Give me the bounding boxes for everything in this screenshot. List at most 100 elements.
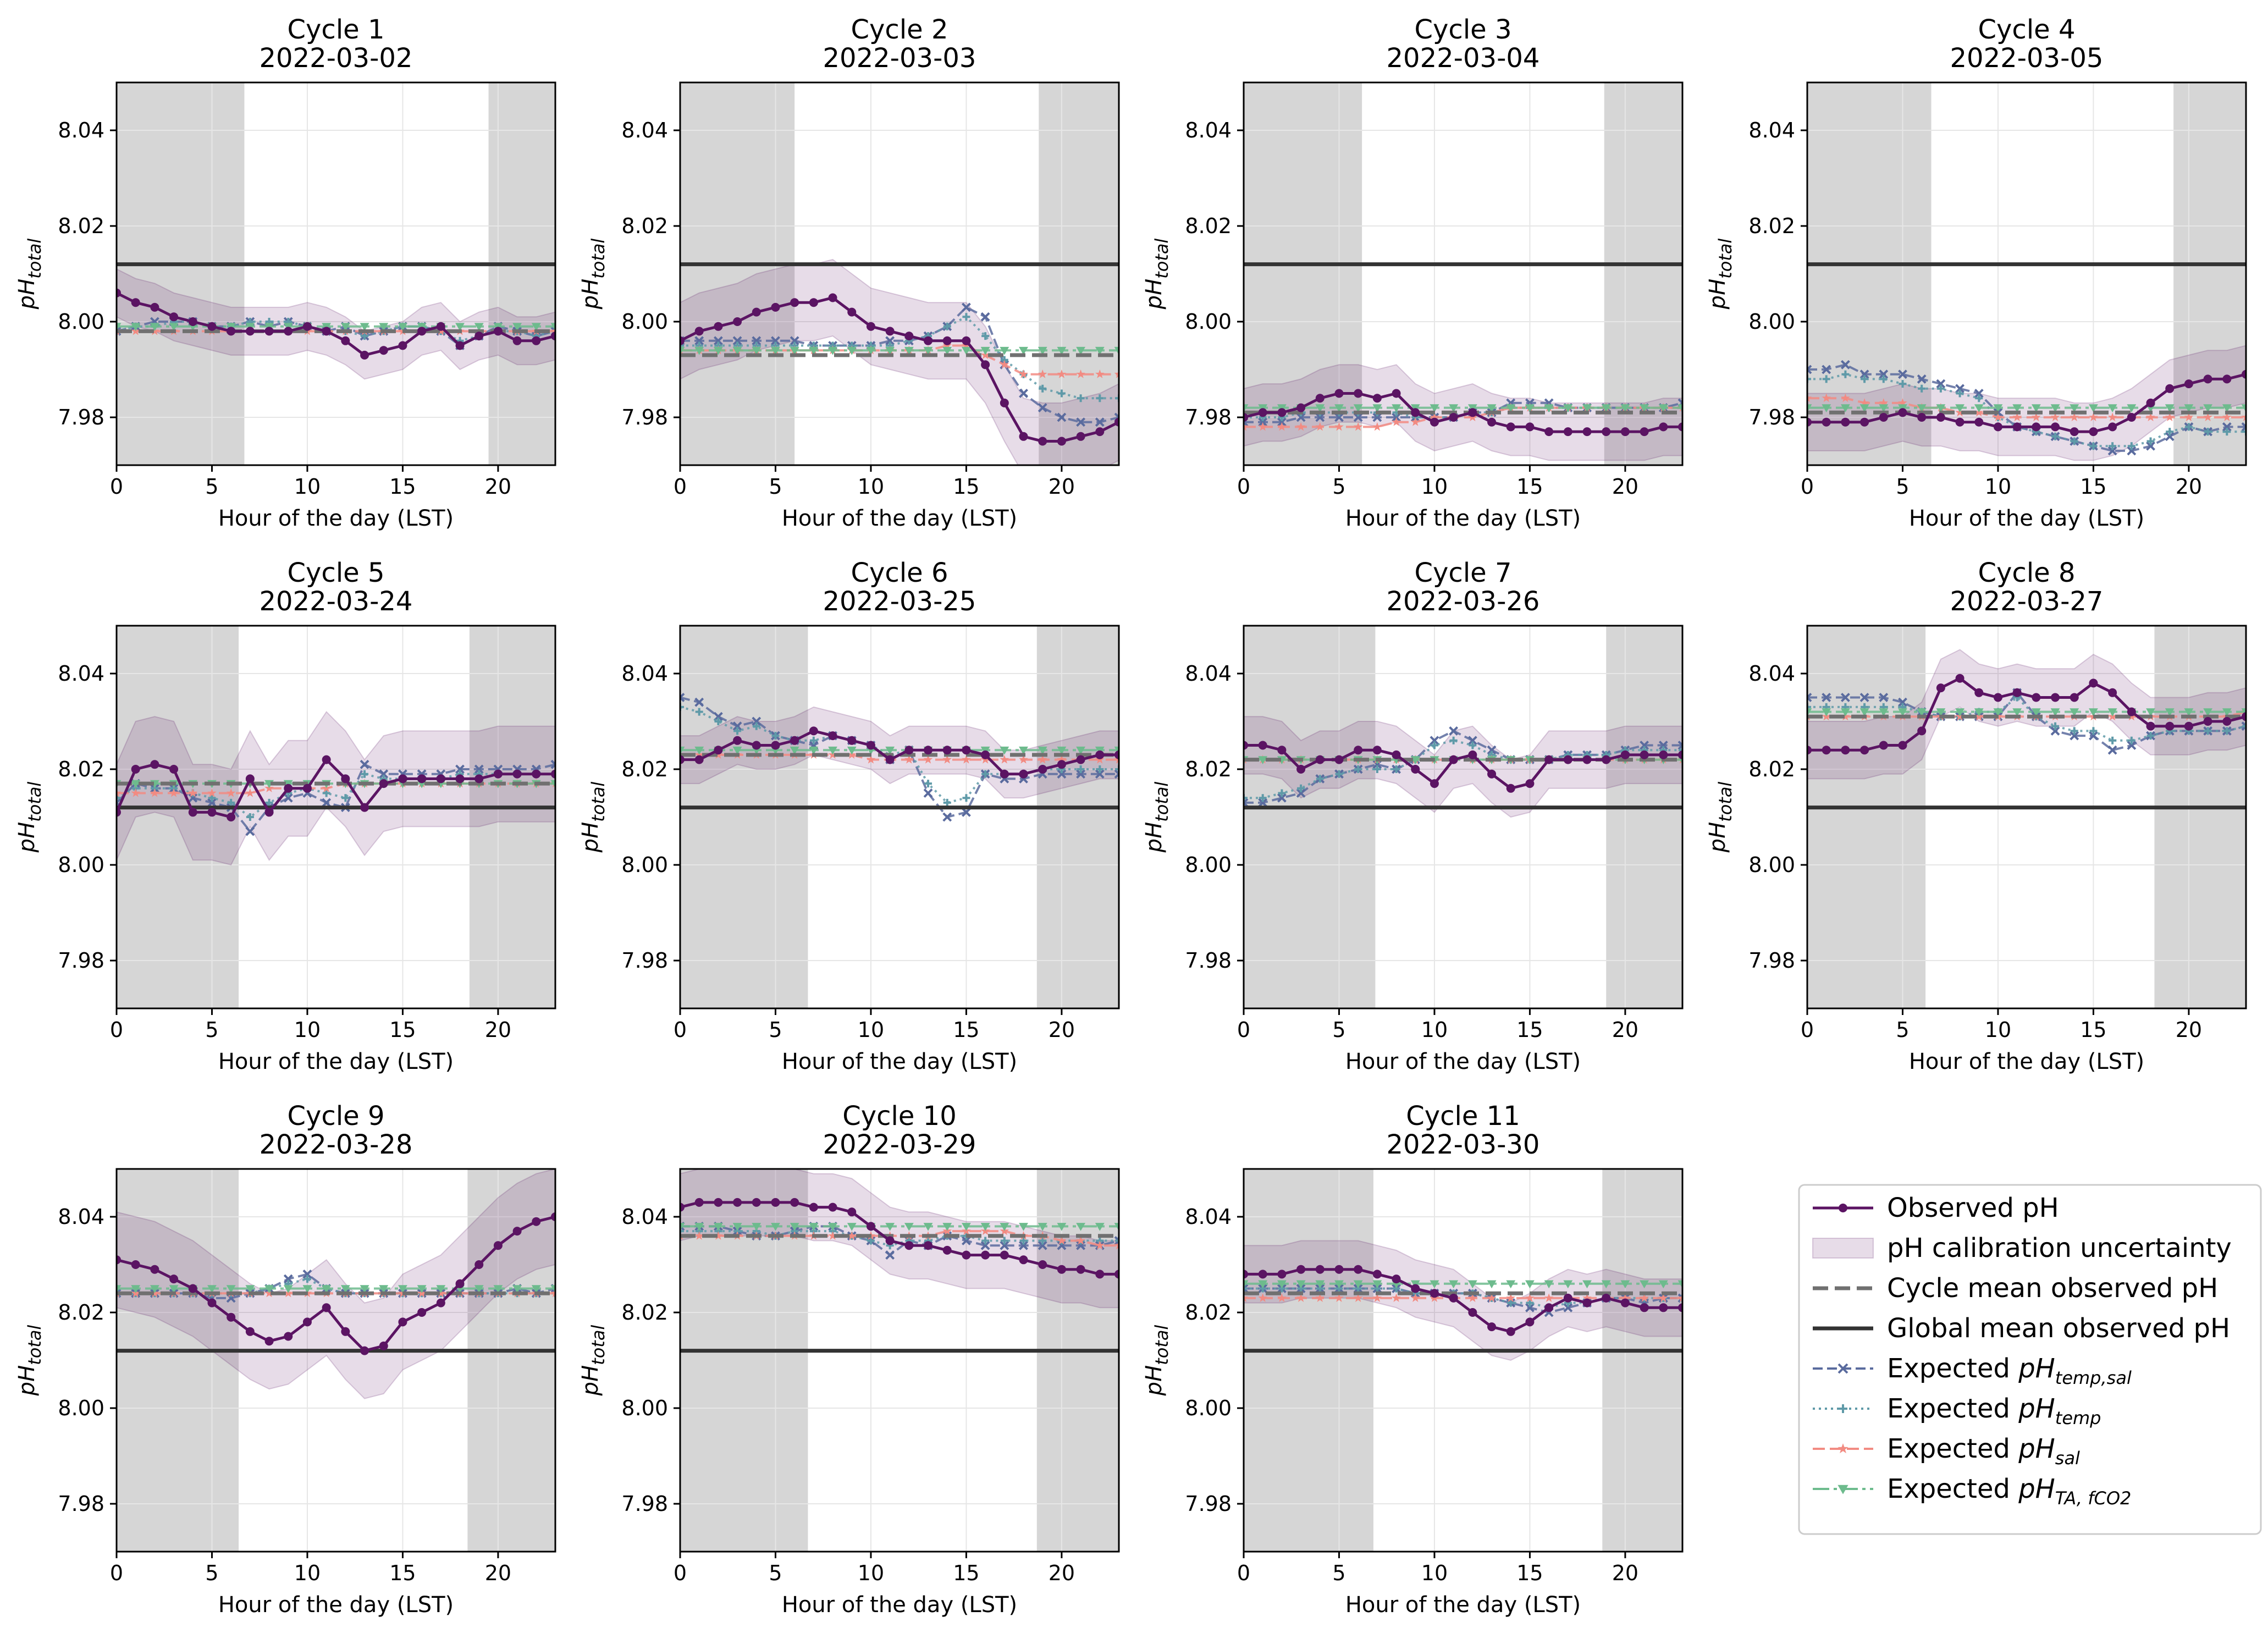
observed-point (150, 760, 159, 769)
observed-point (117, 808, 121, 817)
series-temp-point (2223, 727, 2231, 735)
series-temp-point (361, 770, 369, 778)
series-ta-point (904, 346, 914, 355)
series-sal-point (962, 754, 971, 764)
series-ta-point (923, 346, 933, 355)
series-temp-point (2051, 722, 2060, 730)
series-sal-point (1468, 1293, 1477, 1302)
series-ta-point (790, 1223, 799, 1231)
observed-point (714, 1198, 723, 1207)
observed-point (1449, 755, 1458, 764)
observed-point (1879, 741, 1888, 750)
night-shading (1604, 82, 1682, 465)
observed-point (227, 1312, 236, 1322)
series-temp_sal-point (680, 693, 685, 702)
observed-point (1334, 755, 1344, 764)
series-temp_sal-point (283, 793, 293, 803)
series-ta-point (1038, 1223, 1047, 1231)
series-sal-point (1544, 1293, 1554, 1302)
series-temp-point (265, 798, 273, 807)
observed-point (1917, 726, 1927, 736)
legend-entry-temp: Expected pHtemp (1813, 1393, 2101, 1428)
observed-point (398, 341, 407, 350)
observed-point (2070, 693, 2079, 702)
y-tick-label: 8.02 (1185, 757, 1232, 781)
series-ta-point (2165, 404, 2175, 412)
series-ta-point (1076, 1223, 1086, 1231)
observed-point (904, 332, 914, 341)
series-temp-point (341, 794, 350, 802)
series-ta-point (2089, 708, 2098, 716)
observed-point (1974, 688, 1984, 697)
series-ta-point (1334, 1280, 1344, 1289)
series-ta-point (1859, 708, 1869, 716)
axes-frame (1243, 81, 1684, 466)
observed-point (1582, 1298, 1592, 1307)
series-sal-point (1019, 369, 1028, 378)
series-temp_sal-point (1640, 741, 1649, 750)
series-temp-point (962, 794, 970, 802)
series-ta-point (1392, 404, 1401, 412)
y-axis-label: pHtotal (578, 1325, 609, 1397)
series-sal-point (1620, 1293, 1630, 1302)
series-ta-point (1807, 404, 1812, 412)
observed-point (341, 774, 350, 784)
axes-frame (1806, 625, 2247, 1009)
x-tick-label: 10 (1985, 475, 2011, 499)
plot-area (1807, 626, 2246, 1008)
series-ta-point (1936, 708, 1946, 716)
series-temp-point (322, 789, 330, 797)
y-tick-label: 8.00 (1185, 310, 1232, 334)
series-ta-point (2050, 708, 2060, 716)
observed-point (924, 746, 933, 755)
series-sal-point (828, 1231, 837, 1240)
series-temp_sal-point (1296, 412, 1306, 422)
observed-point (1411, 1284, 1420, 1293)
observed-point (302, 322, 312, 331)
x-tick-label: 15 (389, 1018, 416, 1042)
series-ta-point (493, 1285, 503, 1293)
observed-point (733, 1198, 742, 1207)
series-temp_sal-point (1807, 693, 1812, 702)
series-ta-point (340, 1285, 350, 1293)
observed-point (1468, 408, 1477, 417)
observed-point (885, 1236, 895, 1245)
panel-date: 2022-03-24 (260, 586, 413, 617)
x-tick-label: 5 (1332, 475, 1345, 499)
series-sal-point (2070, 412, 2079, 422)
series-ta-point (1582, 404, 1592, 412)
series-temp_sal-point (752, 716, 761, 726)
series-ta-point (2012, 404, 2022, 412)
series-ta-point (1506, 1280, 1516, 1289)
series-temp_sal-point (1372, 412, 1382, 422)
observed-point (1841, 417, 1850, 427)
series-temp_sal-point (2146, 441, 2155, 451)
observed-point (1563, 427, 1572, 437)
y-axis-label: pHtotal (1705, 239, 1736, 310)
legend-entry-band: pH calibration uncertainty (1812, 1233, 2232, 1264)
series-sal-point (117, 788, 122, 797)
series-temp_sal-point (1840, 360, 1850, 369)
series-temp_sal-point (1258, 798, 1268, 808)
observed-point (1000, 769, 1009, 779)
series-sal-point (2032, 412, 2041, 422)
series-temp-point (208, 794, 216, 802)
series-ta-point (847, 746, 857, 755)
observed-point (1449, 1293, 1458, 1303)
observed-point (1354, 1265, 1363, 1274)
x-tick-label: 15 (1516, 1561, 1543, 1585)
series-temp-point (1244, 794, 1248, 802)
observed-point (1822, 746, 1831, 755)
observed-point (1258, 1270, 1267, 1279)
night-shading (117, 626, 239, 1008)
series-temp-point (771, 732, 780, 740)
night-shading (1244, 1169, 1373, 1552)
series-temp-point (981, 332, 990, 340)
series-ta-point (2203, 404, 2213, 412)
series-ta-point (1114, 746, 1119, 755)
x-tick-label: 0 (1237, 1561, 1250, 1585)
series-sal-point (1095, 1240, 1105, 1250)
series-ta-point (962, 1223, 971, 1231)
plot-area (1244, 626, 1682, 1008)
